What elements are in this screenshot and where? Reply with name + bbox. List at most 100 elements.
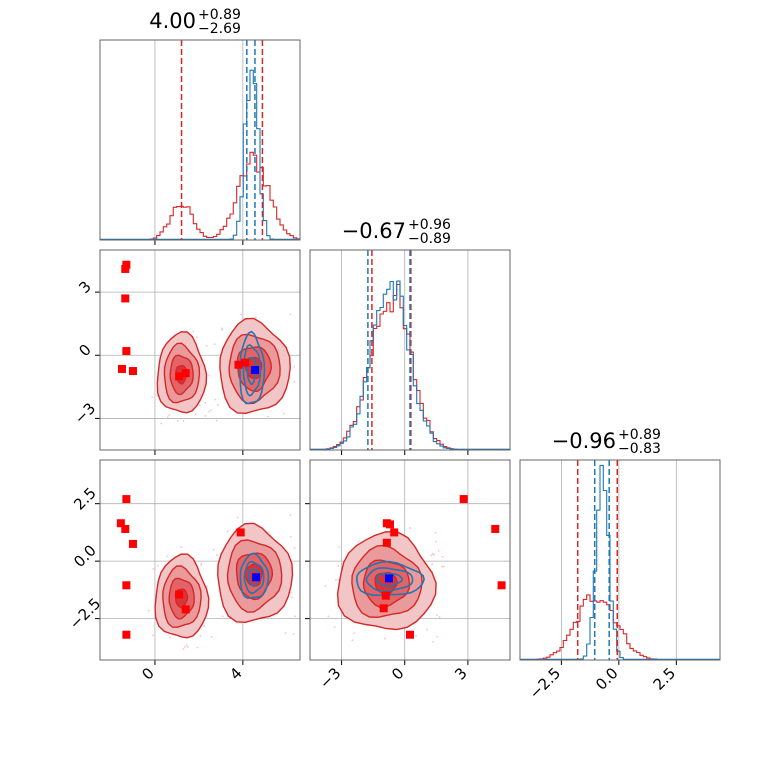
sample-dot <box>151 396 154 399</box>
panel-frame <box>99 459 301 661</box>
y-tick-label: 0 <box>75 341 94 360</box>
sample-dot <box>210 635 213 638</box>
sample-dot <box>221 615 224 618</box>
sample-dot <box>438 616 441 619</box>
sample-dot <box>204 401 207 404</box>
red-square-marker <box>406 630 414 639</box>
sample-dot <box>215 419 218 422</box>
red-square-marker <box>382 538 391 547</box>
sample-dot <box>195 336 198 339</box>
blue-square-marker <box>250 366 259 374</box>
sample-dot <box>437 550 440 552</box>
panel-bg <box>100 40 300 240</box>
sample-dot <box>208 374 211 377</box>
x-tick-label: 0 <box>388 664 407 683</box>
sample-dot <box>289 313 292 316</box>
sample-dot <box>206 585 208 588</box>
sample-dot <box>213 343 216 346</box>
sample-dot <box>169 636 171 639</box>
sample-dot <box>409 527 411 529</box>
title-value: 4.00 <box>149 9 196 33</box>
panel-frame <box>309 459 511 661</box>
sample-dot <box>254 316 257 319</box>
sample-dot <box>430 554 433 557</box>
title-lower-error: −0.89 <box>408 231 451 247</box>
sample-dot <box>212 548 215 551</box>
title-upper-error: +0.89 <box>618 427 661 443</box>
sample-dot <box>268 531 271 534</box>
red-square-marker <box>181 605 190 614</box>
hist-group <box>310 250 510 450</box>
y-tick-label: 0.0 <box>70 541 100 571</box>
hist-group <box>100 40 300 240</box>
blue-histogram <box>520 464 720 660</box>
blue-contour <box>239 330 266 405</box>
red-square-marker <box>175 590 184 599</box>
sample-dot <box>290 591 292 594</box>
sample-dot <box>192 330 195 333</box>
sample-dot <box>293 365 296 368</box>
sample-dot <box>221 328 224 331</box>
sample-dot <box>226 530 229 533</box>
panel-frame <box>99 249 301 451</box>
title-lower-error: −2.69 <box>198 21 241 37</box>
sample-dot <box>267 415 269 418</box>
red-square-marker <box>122 495 131 504</box>
pair-panel-p1-p2: −3 0 3 <box>305 459 511 692</box>
sample-dot <box>436 614 438 616</box>
y-tick-label: −3 <box>71 399 99 427</box>
red-square-marker <box>122 630 131 639</box>
blue-contour <box>243 560 265 595</box>
density-group <box>324 495 506 643</box>
x-tick-label: 0.0 <box>592 664 622 694</box>
sample-dot <box>168 414 171 416</box>
sample-dot <box>432 641 435 643</box>
sample-dot <box>289 535 292 538</box>
sample-dot <box>182 420 185 422</box>
sample-dot <box>199 635 202 637</box>
red-square-marker <box>379 604 388 613</box>
sample-dot <box>152 568 155 570</box>
sample-dot <box>340 561 343 563</box>
x-tick-label: 4 <box>226 664 245 683</box>
sample-dot <box>200 562 203 565</box>
red-square-marker <box>122 260 131 269</box>
pair-panel-p0-p2: −2.5 0.0 2.5 0 4 <box>66 459 301 684</box>
sample-dot <box>182 648 185 650</box>
red-square-marker <box>241 358 250 367</box>
sample-dot <box>180 546 183 549</box>
red-square-marker <box>381 591 390 600</box>
blue-contour <box>355 560 425 597</box>
red-square-marker <box>491 524 500 533</box>
sample-dot <box>194 413 197 416</box>
sample-dot <box>415 634 417 637</box>
x-tick-label: 3 <box>451 664 470 683</box>
sample-dot <box>337 546 340 548</box>
sample-dot <box>293 381 296 383</box>
red-square-marker <box>122 581 131 590</box>
sample-dot <box>294 615 296 618</box>
panel-frame <box>519 459 721 661</box>
sample-dot <box>166 555 168 558</box>
x-tick-label: −2.5 <box>526 664 564 702</box>
sample-dot <box>293 547 296 549</box>
red-square-marker <box>121 524 130 533</box>
sample-dot <box>217 403 219 406</box>
sample-dot <box>198 404 201 407</box>
red-square-marker <box>116 519 125 528</box>
sample-dot <box>434 531 437 534</box>
title-value: −0.67 <box>342 219 406 243</box>
red-square-marker <box>175 372 184 381</box>
sample-dot <box>441 565 443 568</box>
sample-dot <box>166 416 169 419</box>
red-square-marker <box>128 367 137 376</box>
sample-dot <box>292 632 295 635</box>
pair-panel-p0-p1: −3 0 3 <box>71 249 301 455</box>
red-square-marker <box>497 581 506 590</box>
blue-square-marker <box>252 573 261 582</box>
sample-dot <box>443 565 445 568</box>
sample-dot <box>160 422 163 425</box>
sample-dot <box>220 327 223 330</box>
panel-frame <box>309 249 511 451</box>
